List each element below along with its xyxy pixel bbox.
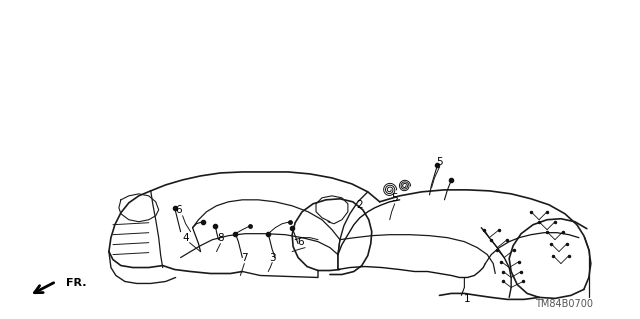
Text: 6: 6 (175, 205, 182, 215)
Text: 7: 7 (241, 253, 248, 263)
Text: 1: 1 (464, 294, 470, 304)
Text: 6: 6 (297, 237, 303, 247)
Text: TM84B0700: TM84B0700 (535, 299, 593, 309)
Text: 2: 2 (356, 200, 363, 210)
Text: 3: 3 (269, 253, 276, 263)
Text: 4: 4 (182, 233, 189, 243)
Text: 5: 5 (392, 193, 398, 203)
Text: FR.: FR. (66, 278, 86, 288)
Text: 5: 5 (436, 157, 443, 167)
Text: 8: 8 (217, 233, 224, 243)
